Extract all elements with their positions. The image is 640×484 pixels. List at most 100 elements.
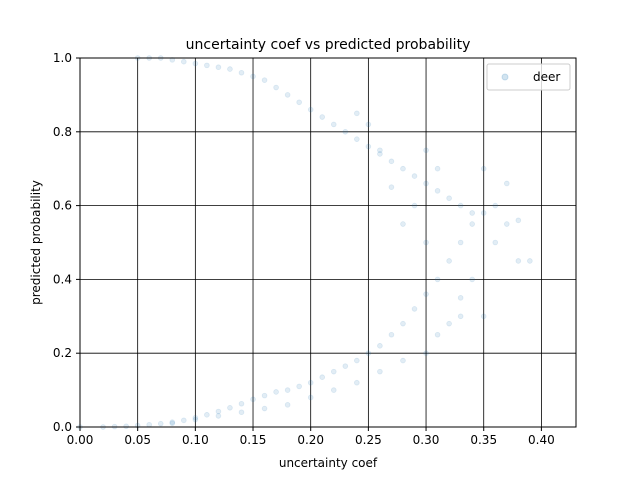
scatter-point (354, 136, 360, 142)
scatter-point (146, 421, 153, 428)
scatter-point (400, 357, 406, 364)
scatter-point (319, 114, 326, 120)
scatter-point (446, 258, 452, 264)
scatter-point (457, 313, 464, 320)
legend: deer (486, 63, 571, 91)
scatter-point (319, 374, 326, 380)
scatter-point (434, 331, 441, 338)
x-tick-label: 0.30 (413, 433, 440, 447)
scatter-point (400, 221, 406, 227)
scatter-point (123, 423, 129, 430)
scatter-point (215, 413, 222, 419)
scatter-point (238, 409, 245, 416)
scatter-point (457, 202, 464, 209)
scatter-point (330, 387, 337, 393)
scatter-point (261, 392, 268, 399)
scatter-point (192, 416, 199, 423)
y-tick-label: 0.4 (53, 272, 72, 286)
scatter-point (423, 350, 429, 357)
scatter-point (204, 412, 210, 418)
scatter-point (469, 221, 475, 227)
scatter-point (377, 147, 383, 154)
y-tick-label: 1.0 (53, 51, 72, 65)
scatter-point (169, 57, 176, 63)
scatter-point (238, 69, 245, 76)
scatter-point (492, 202, 499, 209)
scatter-point (400, 320, 406, 327)
scatter-point (238, 400, 245, 407)
scatter-point (330, 368, 337, 375)
scatter-point (354, 357, 360, 364)
y-axis-label: predicted probability (29, 180, 43, 305)
scatter-point (503, 221, 510, 227)
scatter-point (261, 405, 268, 412)
scatter-point (434, 188, 441, 194)
legend-box (486, 63, 571, 91)
scatter-point (400, 165, 406, 172)
grid-lines (80, 58, 576, 427)
plot-frame (79, 57, 577, 428)
scatter-point (480, 165, 487, 172)
scatter-point (181, 417, 187, 424)
y-tick-label: 0.8 (53, 125, 72, 139)
scatter-point (492, 239, 499, 246)
scatter-point (515, 217, 522, 224)
scatter-point (423, 239, 429, 246)
scatter-point (423, 180, 429, 187)
scatter-point (307, 379, 314, 386)
scatter-point (457, 239, 464, 246)
y-tick-label: 0.0 (53, 420, 72, 434)
y-tick-label: 0.6 (53, 199, 72, 213)
scatter-point (365, 350, 372, 357)
scatter-point (365, 121, 372, 128)
scatter-point (503, 180, 510, 187)
scatter-point (250, 73, 256, 80)
scatter-point (227, 66, 233, 72)
x-tick-label: 0.40 (528, 433, 555, 447)
scatter-point (354, 379, 360, 386)
scatter-point (469, 210, 475, 216)
scatter-point (446, 195, 452, 202)
scatter-point (377, 343, 383, 349)
scatter-point (192, 414, 199, 421)
scatter-point (157, 420, 164, 427)
x-axis-label: uncertainty coef (279, 456, 378, 470)
legend-label-deer: deer (533, 70, 560, 84)
scatter-point (227, 405, 233, 411)
scatter-point (446, 320, 452, 327)
scatter-point (377, 368, 383, 375)
scatter-point (480, 210, 487, 216)
scatter-point (377, 151, 383, 157)
scatter-point (284, 402, 291, 408)
scatter-point (169, 419, 176, 426)
scatter-point (388, 158, 395, 165)
scatter-point (434, 165, 441, 172)
axis-ticks: 0.00 0.05 0.10 0.15 0.20 0.25 0.30 0.35 0.40 0.0 0… (53, 51, 555, 447)
scatter-point (342, 363, 349, 369)
scatter-point (284, 387, 291, 393)
scatter-point (273, 84, 279, 91)
scatter-point (423, 291, 429, 297)
scatter-point (215, 64, 222, 71)
x-tick-label: 0.20 (297, 433, 324, 447)
scatter-point (296, 383, 302, 390)
chart-title: uncertainty coef vs predicted probabilit… (186, 37, 471, 53)
scatter-point (273, 389, 279, 395)
scatter-point (330, 121, 337, 128)
scatter-point (388, 184, 395, 190)
scatter-point (261, 77, 268, 83)
scatter-point (296, 99, 302, 106)
x-tick-label: 0.25 (355, 433, 382, 447)
scatter-point (250, 396, 256, 403)
scatter-point (388, 331, 395, 338)
scatter-point (457, 295, 464, 301)
scatter-point (423, 147, 429, 154)
scatter-point (342, 129, 349, 135)
scatter-point (215, 408, 222, 415)
scatter-point (169, 420, 176, 427)
x-tick-label: 0.05 (124, 433, 151, 447)
x-tick-label: 0.00 (67, 433, 94, 447)
scatter-point (307, 106, 314, 113)
